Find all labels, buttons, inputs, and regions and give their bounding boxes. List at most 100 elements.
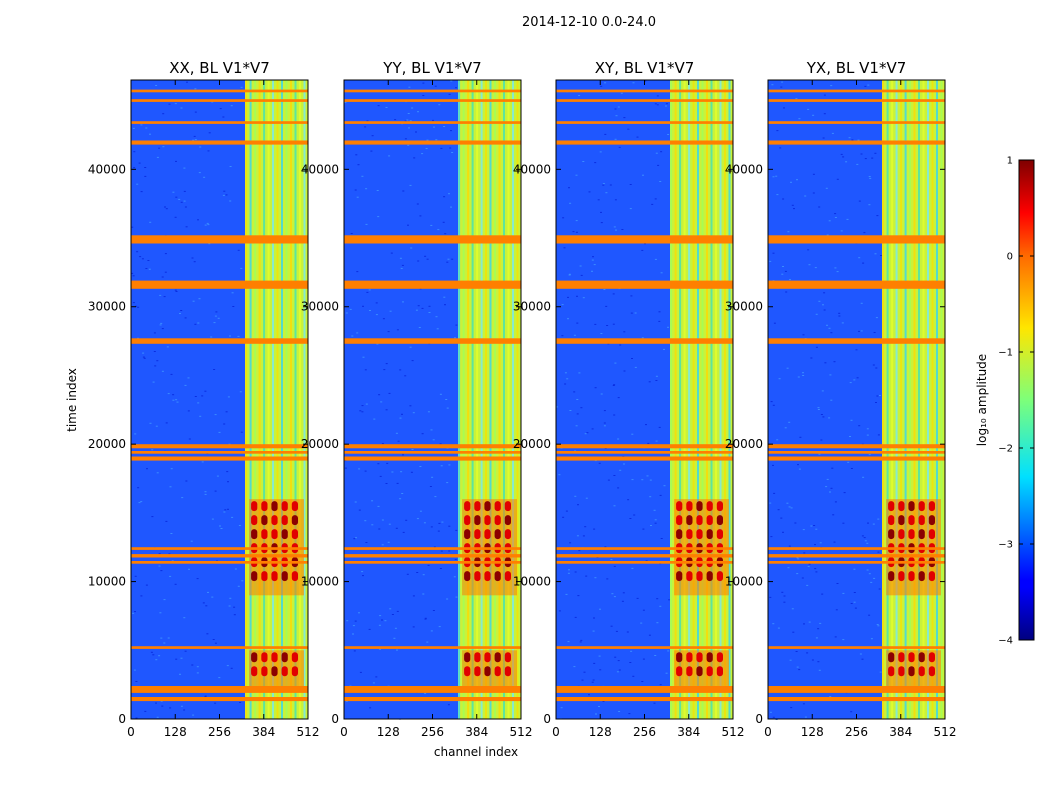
flagged-row [768,561,945,564]
heatmap-hot-cell [676,652,683,663]
heatmap-hot-cell [928,652,935,663]
colorbar-label: log₁₀ amplitude [975,354,989,446]
flagged-row [344,697,521,702]
heatmap-hot-cell [686,529,693,540]
heatmap-hot-cell [716,501,723,512]
heatmap-hot-cell [494,501,501,512]
y-tick-label: 20000 [88,437,126,451]
y-tick-label: 10000 [88,575,126,589]
heatmap-stripe [276,80,279,719]
heatmap-hot-cell [918,652,925,663]
heatmap-hot-cell [504,571,511,582]
flagged-row [131,456,308,461]
y-tick-label: 0 [755,712,763,726]
heatmap-hot-cell [261,666,268,677]
panel-title: YX, BL V1*V7 [806,59,907,77]
heatmap-hot-cell [464,666,471,677]
heatmap-stripe [895,80,898,719]
flagged-row [768,444,945,449]
colorbar-tick-label: −2 [998,444,1013,455]
heatmap-stripe [503,80,505,719]
flagged-row [768,280,945,289]
heatmap-hot-cell [271,501,278,512]
heatmap-hot-cell [474,571,481,582]
y-tick-label: 20000 [301,437,339,451]
heatmap-hot-cell [291,501,298,512]
flagged-row [556,554,733,558]
heatmap-hot-cell [898,515,905,526]
heatmap-stripe [913,80,916,719]
flagged-row [556,646,733,649]
heatmap-stripe [927,80,929,719]
flagged-row [131,697,308,702]
heatmap-hot-cell [928,515,935,526]
heatmap-hot-cell [494,571,501,582]
colorbar-gradient [1018,159,1035,641]
flagged-row [768,451,945,454]
colorbar-tick-label: 1 [1007,156,1013,167]
heatmap-hot-cell [281,515,288,526]
heatmap-hot-cell [291,666,298,677]
x-tick-label: 128 [377,725,400,739]
heatmap-hot-cell [898,501,905,512]
y-tick-label: 0 [118,712,126,726]
heatmap-stripe [674,80,677,719]
flagged-row [344,121,521,124]
flagged-row [344,554,521,558]
x-tick-label: 512 [510,725,533,739]
y-tick-label: 0 [543,712,551,726]
heatmap-stripe [697,80,699,719]
heatmap-hot-cell [251,571,258,582]
heatmap-stripe [891,80,894,719]
heatmap-hot-cell [908,571,915,582]
x-tick-label: 512 [722,725,745,739]
heatmap-hot-cell [291,571,298,582]
x-tick-label: 384 [889,725,912,739]
heatmap-background [556,80,671,719]
heatmap-stripe [909,80,911,719]
heatmap-hot-cell [251,515,258,526]
heatmap-hot-cell [676,515,683,526]
heatmap-hot-cell [686,571,693,582]
heatmap-stripe [507,80,510,719]
heatmap-hot-cell [918,515,925,526]
heatmap-hot-cell [716,515,723,526]
flagged-row [556,338,733,344]
flagged-row [131,121,308,124]
panel-title: XY, BL V1*V7 [595,59,695,77]
heatmap-stripe [258,80,261,719]
flagged-row [768,686,945,693]
y-tick-label: 10000 [513,575,551,589]
heatmap-hot-cell [291,515,298,526]
flagged-row [131,646,308,649]
heatmap-hot-cell [504,652,511,663]
heatmap-hot-cell [271,571,278,582]
heatmap-stripe [489,80,492,719]
heatmap-hot-cell [676,571,683,582]
x-tick-label: 256 [633,725,656,739]
heatmap-hot-cell [686,652,693,663]
heatmap-hot-cell [888,529,895,540]
x-tick-label: 384 [465,725,488,739]
heatmap-stripe [900,80,903,719]
y-tick-label: 10000 [301,575,339,589]
flagged-row [556,89,733,93]
x-tick-label: 256 [845,725,868,739]
flagged-row [344,451,521,454]
flagged-row [131,89,308,93]
flagged-row [556,456,733,461]
flagged-row [131,561,308,564]
flagged-row [344,646,521,649]
heatmap-background [768,80,883,719]
heatmap-stripe [267,80,270,719]
heatmap-stripe [471,80,474,719]
heatmap-hot-cell [696,515,703,526]
heatmap-stripe [710,80,713,719]
colorbar-ticks: 1 0 −1 −2 −3 −4 [998,156,1034,647]
heatmap-stripe [458,80,461,719]
heatmap-hot-cell [918,529,925,540]
flagged-row [768,89,945,93]
x-tick-label: 384 [252,725,275,739]
x-tick-label: 0 [764,725,772,739]
heatmap-stripe [303,80,306,719]
